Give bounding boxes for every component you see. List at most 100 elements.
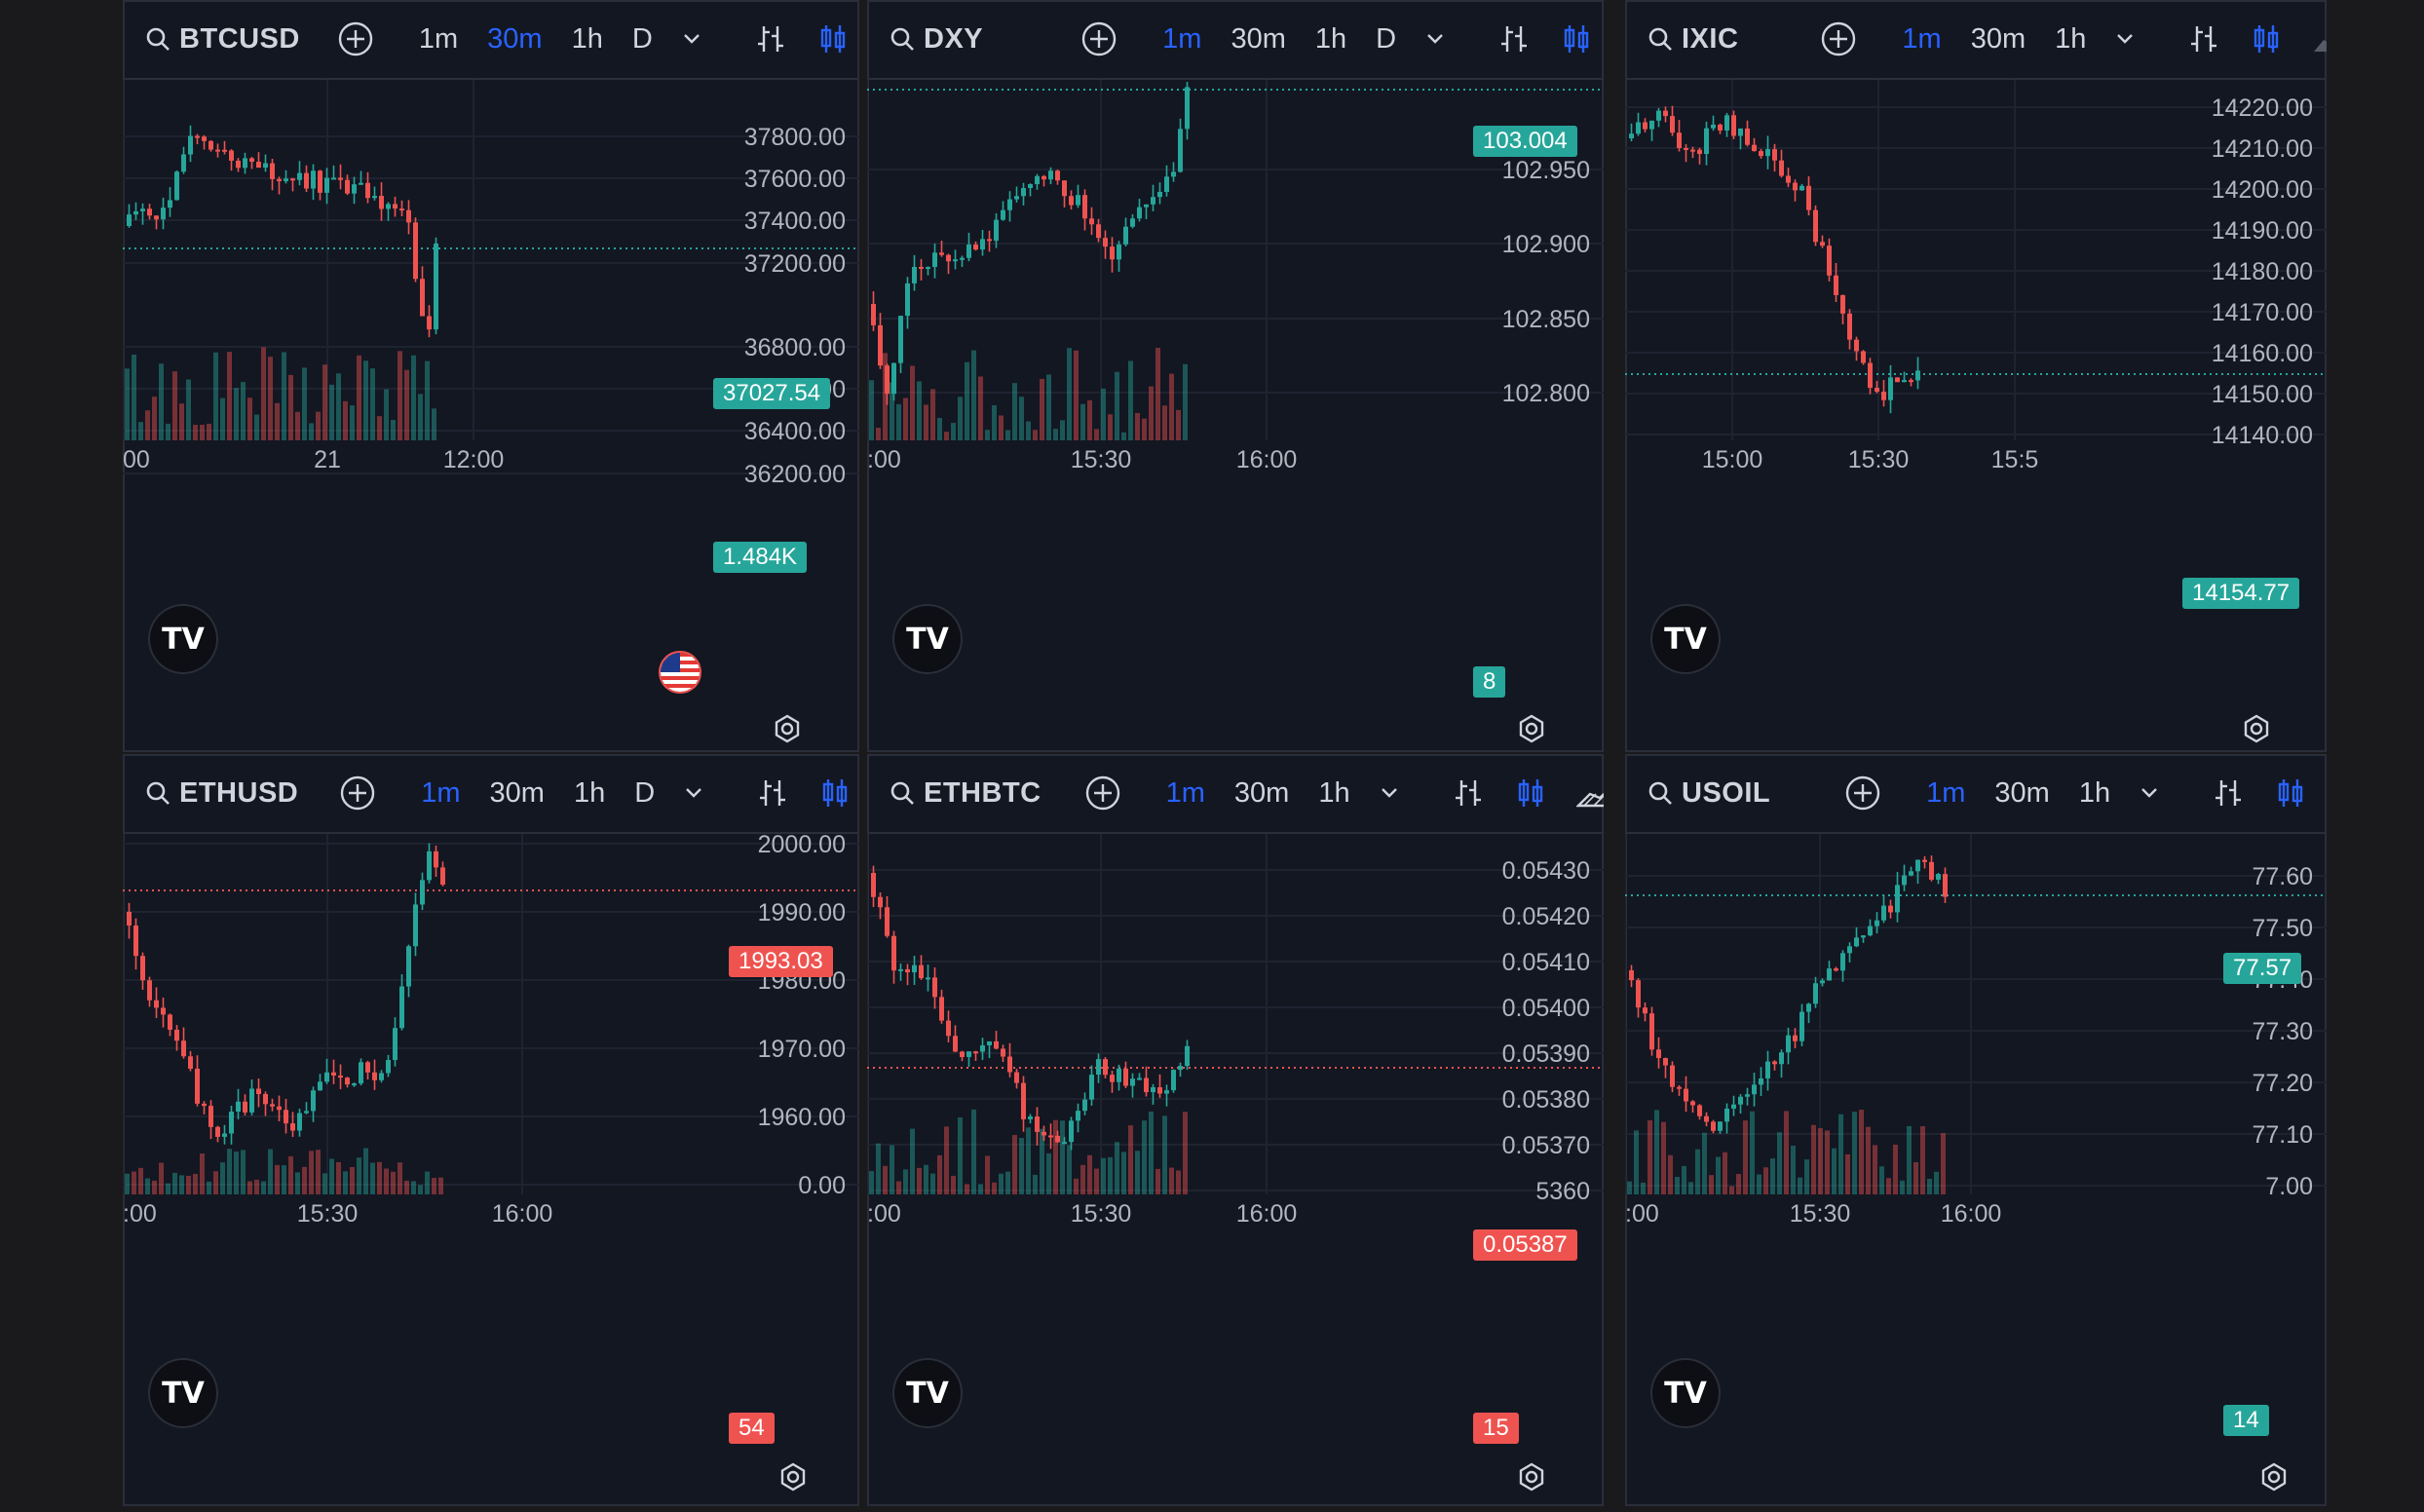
candles-style-button[interactable] (2274, 776, 2307, 810)
interval-1m[interactable]: 1m (1165, 776, 1205, 809)
candle-body (290, 1123, 295, 1131)
chart-panel-ethbtc[interactable]: ETHBTC 1m 30m 1h 0.054400.054300.054200.… (867, 754, 1604, 1506)
candles-style-button[interactable] (2250, 22, 2283, 56)
bars-style-button[interactable] (2187, 22, 2220, 56)
candle-body (1178, 129, 1183, 172)
interval-dropdown[interactable] (2115, 32, 2135, 46)
candle-body (318, 1081, 322, 1091)
price-plot[interactable]: 77.7077.6077.5077.4077.3077.2077.107.00:… (1625, 834, 2327, 1457)
tradingview-logo[interactable]: TV (894, 1360, 961, 1426)
candle-body (1752, 1084, 1757, 1095)
compare-symbol-button[interactable] (1080, 20, 1117, 57)
interval-30m[interactable]: 30m (1994, 776, 2050, 809)
bars-style-button[interactable] (756, 776, 789, 810)
tradingview-logo[interactable]: TV (1652, 606, 1719, 672)
volume-bar (370, 1162, 375, 1194)
symbol-search[interactable]: IXIC (1647, 23, 1738, 56)
chart-panel-dxy[interactable]: DXY 1m 30m 1h D 102.950 102.900 102.850 102… (867, 0, 1604, 752)
symbol-search[interactable]: ETHUSD (144, 777, 298, 810)
interval-1m[interactable]: 1m (1926, 776, 1966, 809)
bars-style-button[interactable] (754, 22, 787, 56)
price-axis-tick: 77.60 (2252, 863, 2313, 890)
settings-button[interactable] (777, 1461, 809, 1497)
interval-d[interactable]: D (631, 22, 653, 55)
compare-symbol-button[interactable] (339, 775, 376, 812)
interval-d[interactable]: D (634, 776, 656, 809)
interval-dropdown[interactable] (2140, 786, 2159, 800)
settings-button[interactable] (1516, 1461, 1547, 1497)
candle-body (127, 214, 132, 226)
settings-button[interactable] (2241, 713, 2272, 749)
candles-style-button[interactable] (1560, 22, 1593, 56)
tradingview-logo[interactable]: TV (150, 606, 216, 672)
interval-dropdown[interactable] (682, 32, 701, 46)
interval-1h[interactable]: 1h (573, 776, 606, 809)
bars-style-button[interactable] (1452, 776, 1485, 810)
candles-style-button[interactable] (816, 22, 850, 56)
candle-body (1001, 209, 1005, 220)
chart-toolbar: ETHUSD 1m 30m 1h D (123, 754, 859, 834)
symbol-search[interactable]: ETHBTC (889, 777, 1042, 810)
interval-1m[interactable]: 1m (418, 22, 459, 55)
candle-body (926, 267, 930, 270)
chart-panel-btcusd[interactable]: BTCUSD 1m 30m 1h D 37800.00 37600.00 37400… (123, 0, 859, 752)
interval-1h[interactable]: 1h (1314, 22, 1347, 55)
settings-button[interactable] (772, 713, 803, 749)
volume-bar (1716, 1156, 1721, 1194)
interval-dropdown[interactable] (684, 786, 703, 800)
settings-button[interactable] (2258, 1461, 2290, 1497)
area-style-button[interactable] (1575, 776, 1604, 810)
price-plot[interactable]: 102.950 102.900 102.850 102.800:00 15:30 16:0… (867, 80, 1604, 703)
candles-style-button[interactable] (1514, 776, 1547, 810)
settings-button[interactable] (1516, 713, 1547, 749)
interval-30m[interactable]: 30m (1970, 22, 2026, 55)
interval-1m[interactable]: 1m (421, 776, 461, 809)
symbol-search[interactable]: DXY (889, 23, 983, 56)
gear-icon (2244, 714, 2269, 743)
volume-bar (132, 1171, 136, 1194)
symbol-search[interactable]: BTCUSD (144, 23, 300, 56)
price-plot[interactable]: 0.05440 0.05430 0.05420 0.05410 0.05400 0.053… (867, 834, 1604, 1457)
volume-bar (159, 363, 164, 440)
compare-symbol-button[interactable] (337, 20, 374, 57)
interval-30m[interactable]: 30m (1231, 22, 1286, 55)
compare-symbol-button[interactable] (1084, 775, 1121, 812)
candle-body (1007, 1056, 1012, 1073)
price-plot[interactable]: 14230.00 14220.00 14210.00 14200.00 14190.00… (1625, 80, 2327, 703)
tradingview-logo[interactable]: TV (1652, 1360, 1719, 1426)
interval-1m[interactable]: 1m (1162, 22, 1202, 55)
interval-d[interactable]: D (1376, 22, 1397, 55)
price-plot[interactable]: 2000.001990.001980.001970.001960.000.00:… (123, 834, 859, 1457)
chart-panel-ethusd[interactable]: ETHUSD 1m 30m 1h D 2000.00 1990.00 1980.00… (123, 754, 859, 1506)
tradingview-logo[interactable]: TV (150, 1360, 216, 1426)
volume-bar (1026, 1127, 1031, 1194)
interval-dropdown[interactable] (1380, 786, 1399, 800)
interval-30m[interactable]: 30m (1233, 776, 1290, 809)
interval-1m[interactable]: 1m (1902, 22, 1942, 55)
volume-bar (1094, 1168, 1099, 1194)
bars-style-button[interactable] (2212, 776, 2245, 810)
volume-bar (288, 374, 293, 440)
area-style-button[interactable] (2312, 22, 2327, 56)
candle-body (263, 1094, 268, 1105)
interval-1h[interactable]: 1h (571, 22, 603, 55)
symbol-search[interactable]: USOIL (1647, 777, 1770, 810)
interval-30m[interactable]: 30m (489, 776, 545, 809)
interval-1h[interactable]: 1h (1318, 776, 1350, 809)
interval-30m[interactable]: 30m (487, 22, 543, 55)
chart-panel-usoil[interactable]: USOIL 1m 30m 1h 77.7077.6077.5077.4077.3… (1625, 754, 2327, 1506)
last-price-label: 1993.03 (729, 946, 833, 977)
chart-panel-ixic[interactable]: IXIC 1m 30m 1h 14230.0014220.0014210.001… (1625, 0, 2327, 752)
candle-body (1765, 1061, 1770, 1078)
interval-1h[interactable]: 1h (2055, 22, 2087, 55)
compare-symbol-button[interactable] (1844, 775, 1881, 812)
volume-bar (1101, 388, 1106, 440)
bars-style-button[interactable] (1497, 22, 1531, 56)
interval-1h[interactable]: 1h (2078, 776, 2111, 809)
interval-dropdown[interactable] (1425, 32, 1445, 46)
compare-symbol-button[interactable] (1820, 20, 1857, 57)
tradingview-logo[interactable]: TV (894, 606, 961, 672)
candles-style-button[interactable] (818, 776, 852, 810)
price-axis-tick: 77.10 (2252, 1121, 2313, 1149)
price-axis-tick: 14190.00 (2212, 217, 2313, 245)
